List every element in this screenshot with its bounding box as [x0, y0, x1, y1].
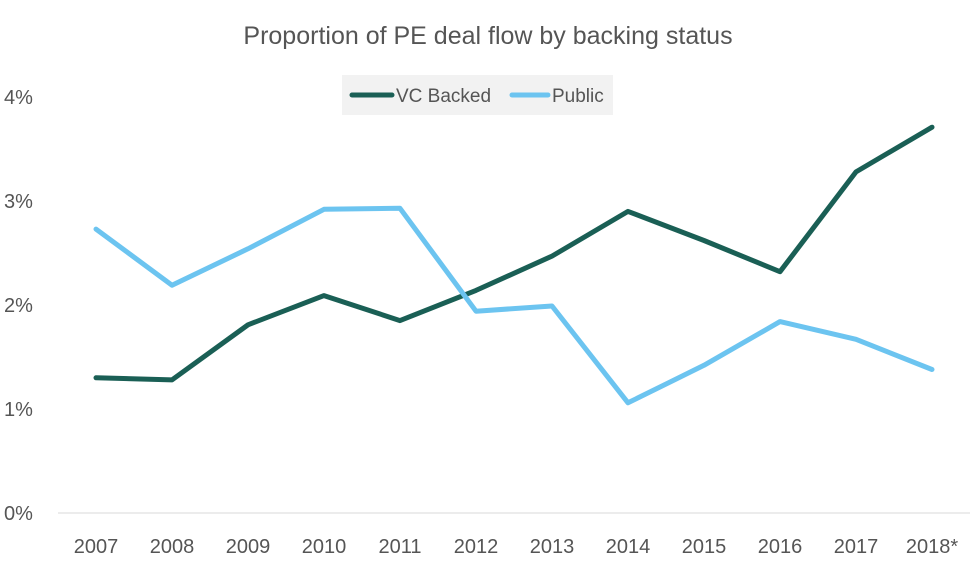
x-axis-ticks: 2007 2008 2009 2010 2011 2012 2013 2014 2015 2016… — [74, 536, 959, 558]
x-tick-label: 2008 — [150, 536, 195, 558]
x-tick-label: 2015 — [682, 536, 727, 558]
series-line-public — [93, 205, 935, 406]
y-tick-label: 0% — [4, 503, 33, 525]
series-lines — [93, 124, 935, 406]
x-tick-label: 2007 — [74, 536, 119, 558]
x-tick-label: 2009 — [226, 536, 271, 558]
x-tick-label: 2013 — [530, 536, 575, 558]
y-tick-label: 2% — [4, 295, 33, 317]
series-line-vc-backed — [93, 124, 935, 383]
x-tick-label: 2016 — [758, 536, 803, 558]
x-tick-label: 2017 — [834, 536, 879, 558]
legend-label-public: Public — [552, 86, 604, 107]
y-tick-label: 3% — [4, 191, 33, 213]
x-tick-label: 2012 — [454, 536, 499, 558]
legend-label-vc-backed: VC Backed — [396, 86, 491, 107]
y-tick-label: 4% — [4, 87, 33, 109]
x-tick-label: 2014 — [606, 536, 651, 558]
x-tick-label: 2010 — [302, 536, 347, 558]
x-tick-label: 2018* — [906, 536, 958, 558]
y-axis-ticks: 0% 1% 2% 3% 4% — [4, 87, 33, 525]
x-tick-label: 2011 — [378, 536, 421, 558]
legend: VC Backed Public — [342, 75, 613, 115]
chart-title: Proportion of PE deal flow by backing st… — [243, 22, 732, 50]
y-tick-label: 1% — [4, 399, 33, 421]
